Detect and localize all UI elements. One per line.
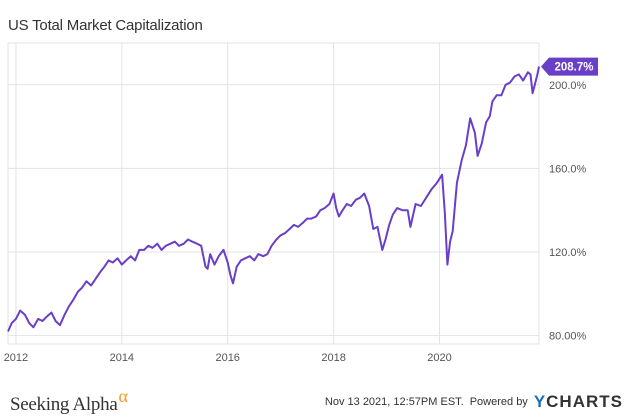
alpha-symbol: α xyxy=(118,386,128,406)
x-tick-label: 2020 xyxy=(427,352,451,364)
x-axis-ticks: 2012 2014 2016 2018 2020 xyxy=(4,352,452,364)
y-tick-label: 200.0% xyxy=(549,80,587,92)
ycharts-logo-y: Y xyxy=(533,392,547,411)
ycharts-logo-text: CHARTS xyxy=(546,392,623,411)
last-value-layer: 208.7% xyxy=(541,57,598,76)
seeking-alpha-logo: Seeking Alphaα xyxy=(10,386,128,416)
x-tick-label: 2018 xyxy=(321,352,345,364)
last-value-label: 208.7% xyxy=(554,62,593,74)
x-tick-label: 2012 xyxy=(4,352,28,364)
ycharts-logo[interactable]: Y CHARTS xyxy=(534,392,623,412)
chart-footer: Nov 13 2021, 12:57PM EST. Powered by Y CH… xyxy=(325,392,623,412)
timestamp: Nov 13 2021, 12:57PM EST. xyxy=(324,396,464,408)
y-tick-label: 120.0% xyxy=(549,247,587,259)
brand-name: Seeking Alpha xyxy=(10,394,118,415)
x-tick-label: 2014 xyxy=(110,352,134,364)
gridlines xyxy=(7,42,540,345)
y-axis-ticks: 80.00% 120.0% 160.0% 200.0% xyxy=(549,80,587,343)
series-line xyxy=(7,66,540,332)
powered-by-label: Powered by xyxy=(469,396,528,408)
y-tick-label: 80.00% xyxy=(549,331,587,343)
last-value-flag xyxy=(541,57,598,76)
x-tick-label: 2016 xyxy=(215,352,239,364)
chart-title: US Total Market Capitalization xyxy=(8,17,203,34)
plot-frame xyxy=(7,42,540,345)
series-layer xyxy=(7,66,540,332)
y-tick-label: 160.0% xyxy=(549,163,587,175)
